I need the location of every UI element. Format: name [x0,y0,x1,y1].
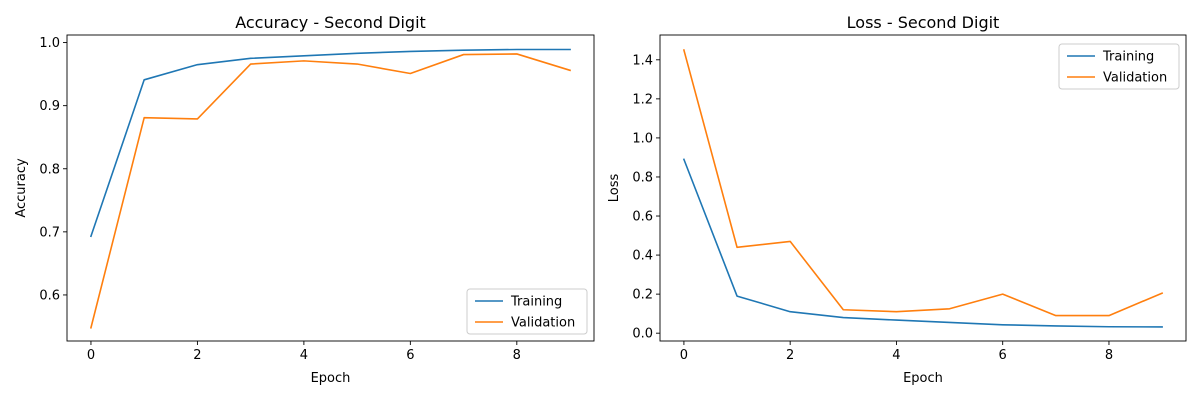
accuracy-y-tick-label: 1.0 [39,36,60,51]
loss-training-line [682,158,1163,328]
accuracy-x-tick-label: 4 [300,348,308,363]
loss-legend-label-validation: Validation [1103,71,1167,86]
loss-y-tick-label: 0.8 [632,170,653,185]
loss-chart-panel: Loss - Second Digit 0 2 4 6 8 0.0 0.2 0.4 0.6 0.8 1… [607,13,1187,386]
accuracy-chart-panel: Accuracy - Second Digit 0 2 4 6 8 0.6 0.7 0.8 0.9… [14,13,595,386]
accuracy-legend-label-validation: Validation [511,316,575,331]
loss-y-axis-label: Loss [607,174,622,203]
loss-y-tick-label: 1.0 [632,131,653,146]
accuracy-x-tick-label: 6 [406,348,414,363]
loss-x-axis-label: Epoch [903,371,943,386]
loss-chart-title: Loss - Second Digit [847,13,1000,32]
loss-y-tick-label: 0.4 [632,249,653,264]
loss-x-tick-label: 8 [1105,348,1113,363]
loss-x-tick-label: 6 [999,348,1007,363]
accuracy-x-tick-label: 2 [193,348,201,363]
accuracy-y-tick-label: 0.8 [39,162,60,177]
accuracy-x-tick-label: 8 [513,348,521,363]
accuracy-y-tick-label: 0.9 [39,99,60,114]
loss-x-tick-label: 4 [892,348,900,363]
loss-y-tick-label: 1.2 [632,92,653,107]
accuracy-training-line [89,48,571,238]
accuracy-y-tick-label: 0.7 [39,225,60,240]
accuracy-validation-line [89,53,572,329]
accuracy-y-axis-label: Accuracy [14,158,29,218]
accuracy-chart-title: Accuracy - Second Digit [235,13,426,32]
accuracy-x-axis-label: Epoch [311,371,351,386]
loss-x-tick-label: 2 [786,348,794,363]
accuracy-axes-frame [66,34,595,342]
accuracy-x-tick-label: 0 [87,348,95,363]
accuracy-y-tick-label: 0.6 [39,288,60,303]
loss-legend-label-training: Training [1102,50,1154,65]
loss-x-tick-label: 0 [680,348,688,363]
loss-y-tick-label: 1.4 [632,53,653,68]
loss-y-tick-label: 0.2 [632,288,653,303]
loss-axes-frame [659,34,1187,342]
accuracy-legend-label-training: Training [510,295,562,310]
loss-y-tick-label: 0.0 [632,327,653,342]
loss-validation-line [682,49,1164,317]
loss-y-tick-label: 0.6 [632,210,653,225]
